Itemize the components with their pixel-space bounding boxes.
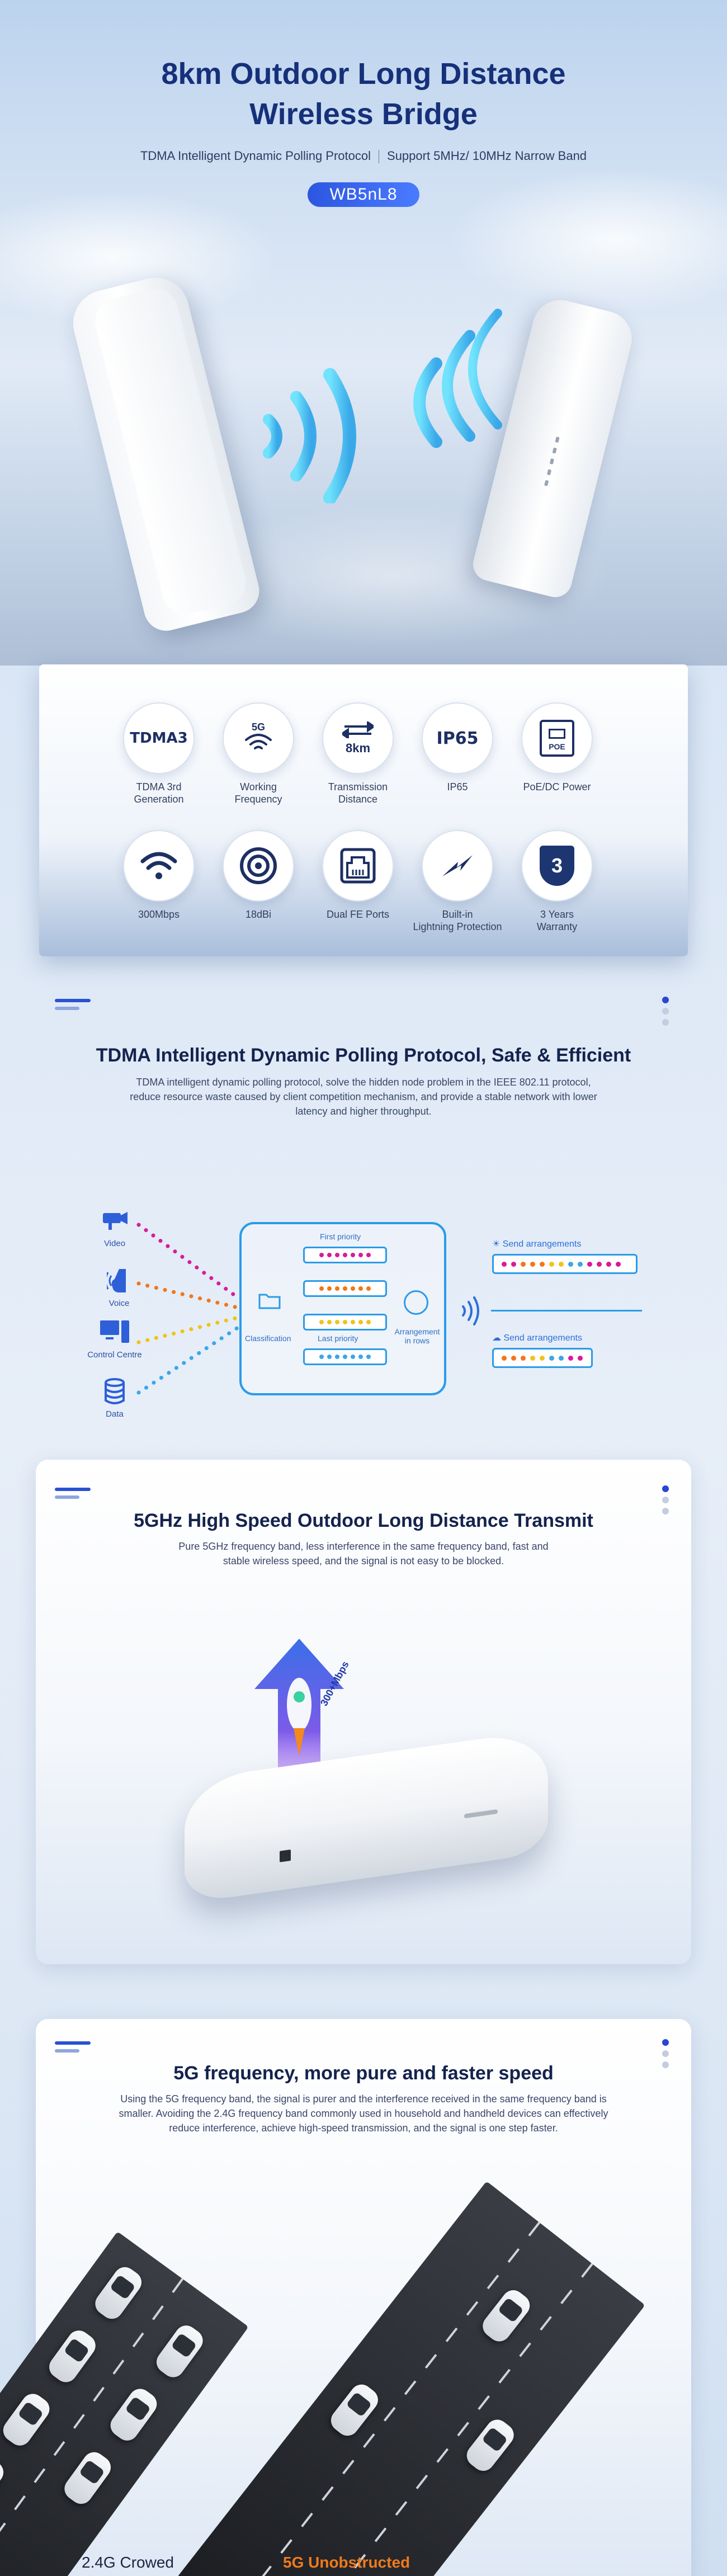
- tdma-title: TDMA Intelligent Dynamic Polling Protoco…: [96, 1045, 631, 1066]
- bridge-device-left: [66, 270, 264, 636]
- hero-subtitle: TDMA Intelligent Dynamic Polling Protoco…: [0, 149, 727, 164]
- section-mark-icon: [55, 999, 91, 1015]
- subtitle-protocol: TDMA Intelligent Dynamic Polling Protoco…: [140, 149, 371, 163]
- classification-label: Classification: [245, 1334, 291, 1343]
- warranty-shield-icon: 3: [521, 830, 593, 902]
- feature-label: IP65: [447, 781, 468, 792]
- send-arrangement-label-2: ☁ Send arrangements: [492, 1333, 582, 1343]
- source-video: Video: [84, 1205, 145, 1248]
- section-dots-icon: [662, 1485, 670, 1519]
- phone-icon: [103, 1265, 135, 1296]
- feature-distance: 8km Transmission Distance: [308, 702, 408, 805]
- sun-icon: ☀: [492, 1239, 501, 1249]
- subtitle-narrow-band: Support 5MHz/ 10MHz Narrow Band: [387, 149, 587, 163]
- last-priority-label: Last priority: [318, 1334, 358, 1343]
- send-lane-1: [492, 1254, 638, 1274]
- feature-panel: TDMA3 TDMA 3rd Generation 5G Working Fre…: [39, 664, 688, 956]
- priority-lane-control: [303, 1314, 387, 1331]
- label-24g: 2.4G Crowed: [82, 2554, 174, 2571]
- arrangement-icon: [404, 1290, 428, 1315]
- priority-lane-data: [303, 1348, 387, 1365]
- priority-lane-video: [303, 1247, 387, 1263]
- feature-warranty: 3 3 Years Warranty: [507, 830, 607, 933]
- high-speed-description: Pure 5GHz frequency band, less interfere…: [178, 1541, 549, 1567]
- computer-icon: [99, 1317, 130, 1348]
- feature-poe: POE PoE/DC Power: [507, 702, 607, 793]
- cloud-upload-icon: ☁: [492, 1333, 501, 1343]
- feature-18dbi: 18dBi: [208, 830, 309, 921]
- feature-lightning: Built-in Lightning Protection: [407, 830, 508, 933]
- feature-5g: 5G Working Frequency: [208, 702, 309, 805]
- feature-label: Transmission Distance: [328, 781, 388, 805]
- source-control-centre: Control Centre: [84, 1317, 145, 1360]
- output-line: [491, 1310, 642, 1311]
- feature-label: 18dBi: [245, 909, 272, 920]
- arrangement-label: Arrangement in rows: [394, 1327, 440, 1345]
- first-priority-label: First priority: [320, 1232, 361, 1241]
- broadcast-icon: [462, 1296, 479, 1325]
- feature-label: Built-in Lightning Protection: [413, 909, 502, 932]
- video-camera-icon: [99, 1205, 130, 1237]
- hero-title-line2: Wireless Bridge: [249, 97, 478, 131]
- source-voice: Voice: [88, 1265, 150, 1308]
- feature-label: PoE/DC Power: [523, 781, 591, 792]
- section-dots-icon: [662, 997, 670, 1030]
- antenna-gain-icon: [223, 830, 294, 902]
- feature-label: 3 Years Warranty: [536, 909, 578, 932]
- hero-section: 8km Outdoor Long Distance Wireless Bridg…: [0, 0, 727, 666]
- priority-lane-voice: [303, 1280, 387, 1297]
- frequency-title: 5G frequency, more pure and faster speed: [173, 2063, 554, 2084]
- database-icon: [99, 1376, 130, 1407]
- feature-300mbps: 300Mbps: [108, 830, 209, 921]
- hero-title: 8km Outdoor Long Distance Wireless Bridg…: [0, 54, 727, 134]
- tdma3-icon: TDMA3: [123, 702, 195, 774]
- model-badge: WB5nL8: [308, 182, 419, 207]
- feature-dual-fe: Dual FE Ports: [308, 830, 408, 921]
- high-speed-title: 5GHz High Speed Outdoor Long Distance Tr…: [134, 1510, 593, 1531]
- send-lane-2: [492, 1348, 593, 1368]
- flow-lines: [136, 1223, 240, 1395]
- ethernet-port-icon: [322, 830, 394, 902]
- source-data: Data: [84, 1376, 145, 1419]
- wifi-icon: [123, 830, 195, 902]
- feature-label: TDMA 3rd Generation: [134, 781, 184, 805]
- feature-label: Working Frequency: [234, 781, 282, 805]
- feature-ip65: IP65 IP65: [407, 702, 508, 793]
- hero-title-line1: 8km Outdoor Long Distance: [161, 57, 566, 91]
- tdma-scheduler-box: First priority Last priority Classificat…: [239, 1222, 446, 1395]
- section-dots-icon: [662, 2039, 670, 2073]
- wifi-5g-icon: 5G: [223, 702, 294, 774]
- lightning-icon: [422, 830, 493, 902]
- send-arrangement-label-1: ☀ Send arrangements: [492, 1239, 582, 1249]
- feature-label: 300Mbps: [138, 909, 180, 920]
- section-mark-icon: [55, 2041, 91, 2057]
- feature-tdma3: TDMA3 TDMA 3rd Generation: [108, 702, 209, 805]
- section-mark-icon: [55, 1488, 91, 1503]
- poe-icon: POE: [521, 702, 593, 774]
- tdma-description: TDMA intelligent dynamic polling protoco…: [130, 1077, 597, 1117]
- signal-waves-icon: [263, 309, 502, 503]
- frequency-description: Using the 5G frequency band, the signal …: [119, 2093, 608, 2134]
- ip65-icon: IP65: [422, 702, 493, 774]
- high-speed-card: [36, 1460, 691, 1964]
- label-5g: 5G Unobstructed: [283, 2554, 410, 2571]
- cloud: [447, 168, 727, 313]
- feature-label: Dual FE Ports: [326, 909, 390, 920]
- classification-icon: [254, 1291, 285, 1313]
- transmission-distance-icon: 8km: [322, 702, 394, 774]
- speed-arrow-icon: [254, 1639, 344, 1823]
